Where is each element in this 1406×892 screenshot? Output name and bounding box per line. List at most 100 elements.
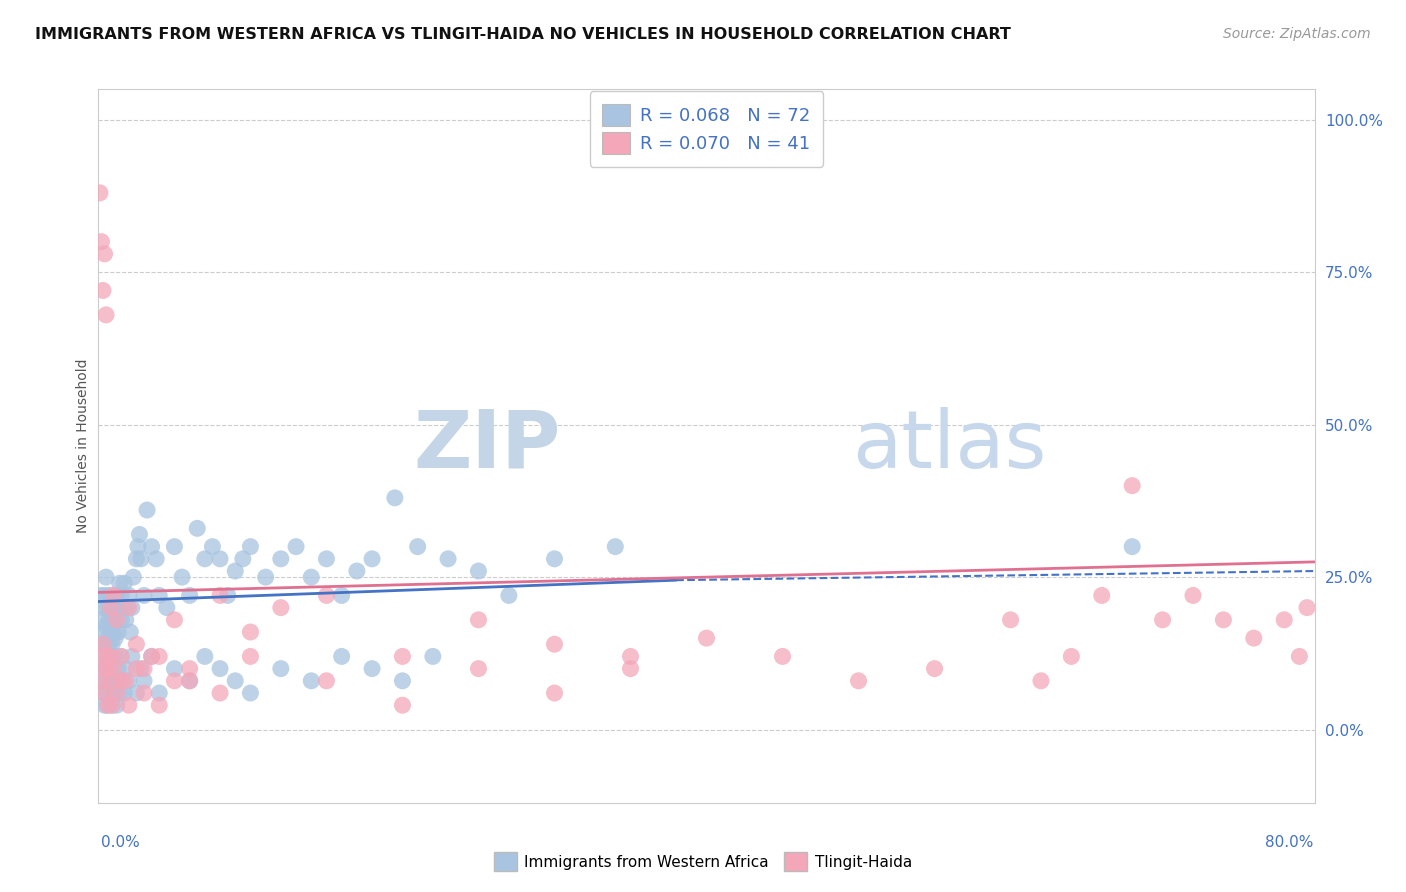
Point (299, 570, 322, 584)
Point (89, 589, 111, 603)
Point (107, 625, 129, 640)
Point (129, 551, 152, 566)
Point (330, 649, 353, 664)
Point (112, 686, 135, 700)
Point (239, 686, 262, 700)
Text: 0.0%: 0.0% (101, 836, 141, 850)
Point (179, 589, 201, 603)
Point (91, 284, 114, 298)
Point (103, 619, 125, 633)
Point (91, 686, 114, 700)
Point (315, 551, 337, 566)
Text: ZIP: ZIP (413, 407, 561, 485)
Point (437, 551, 460, 566)
Point (179, 673, 201, 688)
Point (107, 662, 129, 676)
Point (93, 589, 115, 603)
Point (94, 686, 117, 700)
Point (96, 631, 118, 645)
Point (94, 570, 117, 584)
Point (91, 637, 114, 651)
Point (270, 662, 292, 676)
Point (467, 662, 489, 676)
Point (179, 662, 201, 676)
Point (103, 673, 125, 688)
Point (1121, 540, 1143, 554)
Point (94, 662, 117, 676)
Point (148, 649, 170, 664)
Text: IMMIGRANTS FROM WESTERN AFRICA VS TLINGIT-HAIDA NO VEHICLES IN HOUSEHOLD CORRELA: IMMIGRANTS FROM WESTERN AFRICA VS TLINGI… (35, 27, 1011, 42)
Point (619, 649, 641, 664)
Point (111, 673, 134, 688)
Point (391, 673, 413, 688)
Point (270, 551, 292, 566)
Point (98, 613, 121, 627)
Point (110, 649, 132, 664)
Point (96, 600, 118, 615)
Point (105, 613, 128, 627)
Point (104, 686, 127, 700)
Point (467, 564, 489, 578)
Point (129, 662, 152, 676)
Point (125, 637, 148, 651)
Point (125, 662, 148, 676)
Point (96, 662, 118, 676)
Point (89, 662, 111, 676)
Point (254, 570, 277, 584)
Point (100, 625, 122, 640)
Point (148, 686, 170, 700)
Point (89, 649, 111, 664)
Point (239, 625, 262, 640)
Point (118, 673, 141, 688)
Point (120, 625, 142, 640)
Point (141, 649, 163, 664)
Point (91, 625, 114, 640)
Point (163, 613, 186, 627)
Point (1296, 600, 1319, 615)
Point (217, 589, 239, 603)
Point (104, 649, 127, 664)
Point (114, 662, 136, 676)
Point (90, 613, 112, 627)
Point (98, 673, 121, 688)
Point (270, 600, 292, 615)
Point (96, 698, 118, 713)
Point (186, 521, 208, 535)
Point (91, 637, 114, 651)
Legend: Immigrants from Western Africa, Tlingit-Haida: Immigrants from Western Africa, Tlingit-… (488, 847, 918, 877)
Point (114, 613, 136, 627)
Point (467, 613, 489, 627)
Point (696, 631, 718, 645)
Point (772, 649, 794, 664)
Point (125, 551, 148, 566)
Point (422, 649, 444, 664)
Point (125, 686, 148, 700)
Point (90, 673, 112, 688)
Point (110, 589, 132, 603)
Point (132, 686, 155, 700)
Point (232, 551, 254, 566)
Legend: R = 0.068   N = 72, R = 0.070   N = 41: R = 0.068 N = 72, R = 0.070 N = 41 (589, 91, 824, 167)
Point (101, 637, 124, 651)
Point (406, 540, 429, 554)
Point (94, 308, 117, 322)
Point (148, 589, 170, 603)
Point (110, 673, 132, 688)
Text: 80.0%: 80.0% (1265, 836, 1313, 850)
Point (148, 698, 170, 713)
Point (94, 619, 117, 633)
Point (98, 637, 121, 651)
Text: Source: ZipAtlas.com: Source: ZipAtlas.com (1223, 27, 1371, 41)
Point (110, 649, 132, 664)
Point (121, 600, 143, 615)
Point (91, 600, 114, 615)
Point (224, 564, 246, 578)
Point (103, 589, 125, 603)
Point (100, 662, 122, 676)
Point (194, 649, 217, 664)
Point (98, 649, 121, 664)
Point (136, 503, 159, 517)
Point (543, 686, 565, 700)
Point (105, 686, 128, 700)
Point (315, 589, 337, 603)
